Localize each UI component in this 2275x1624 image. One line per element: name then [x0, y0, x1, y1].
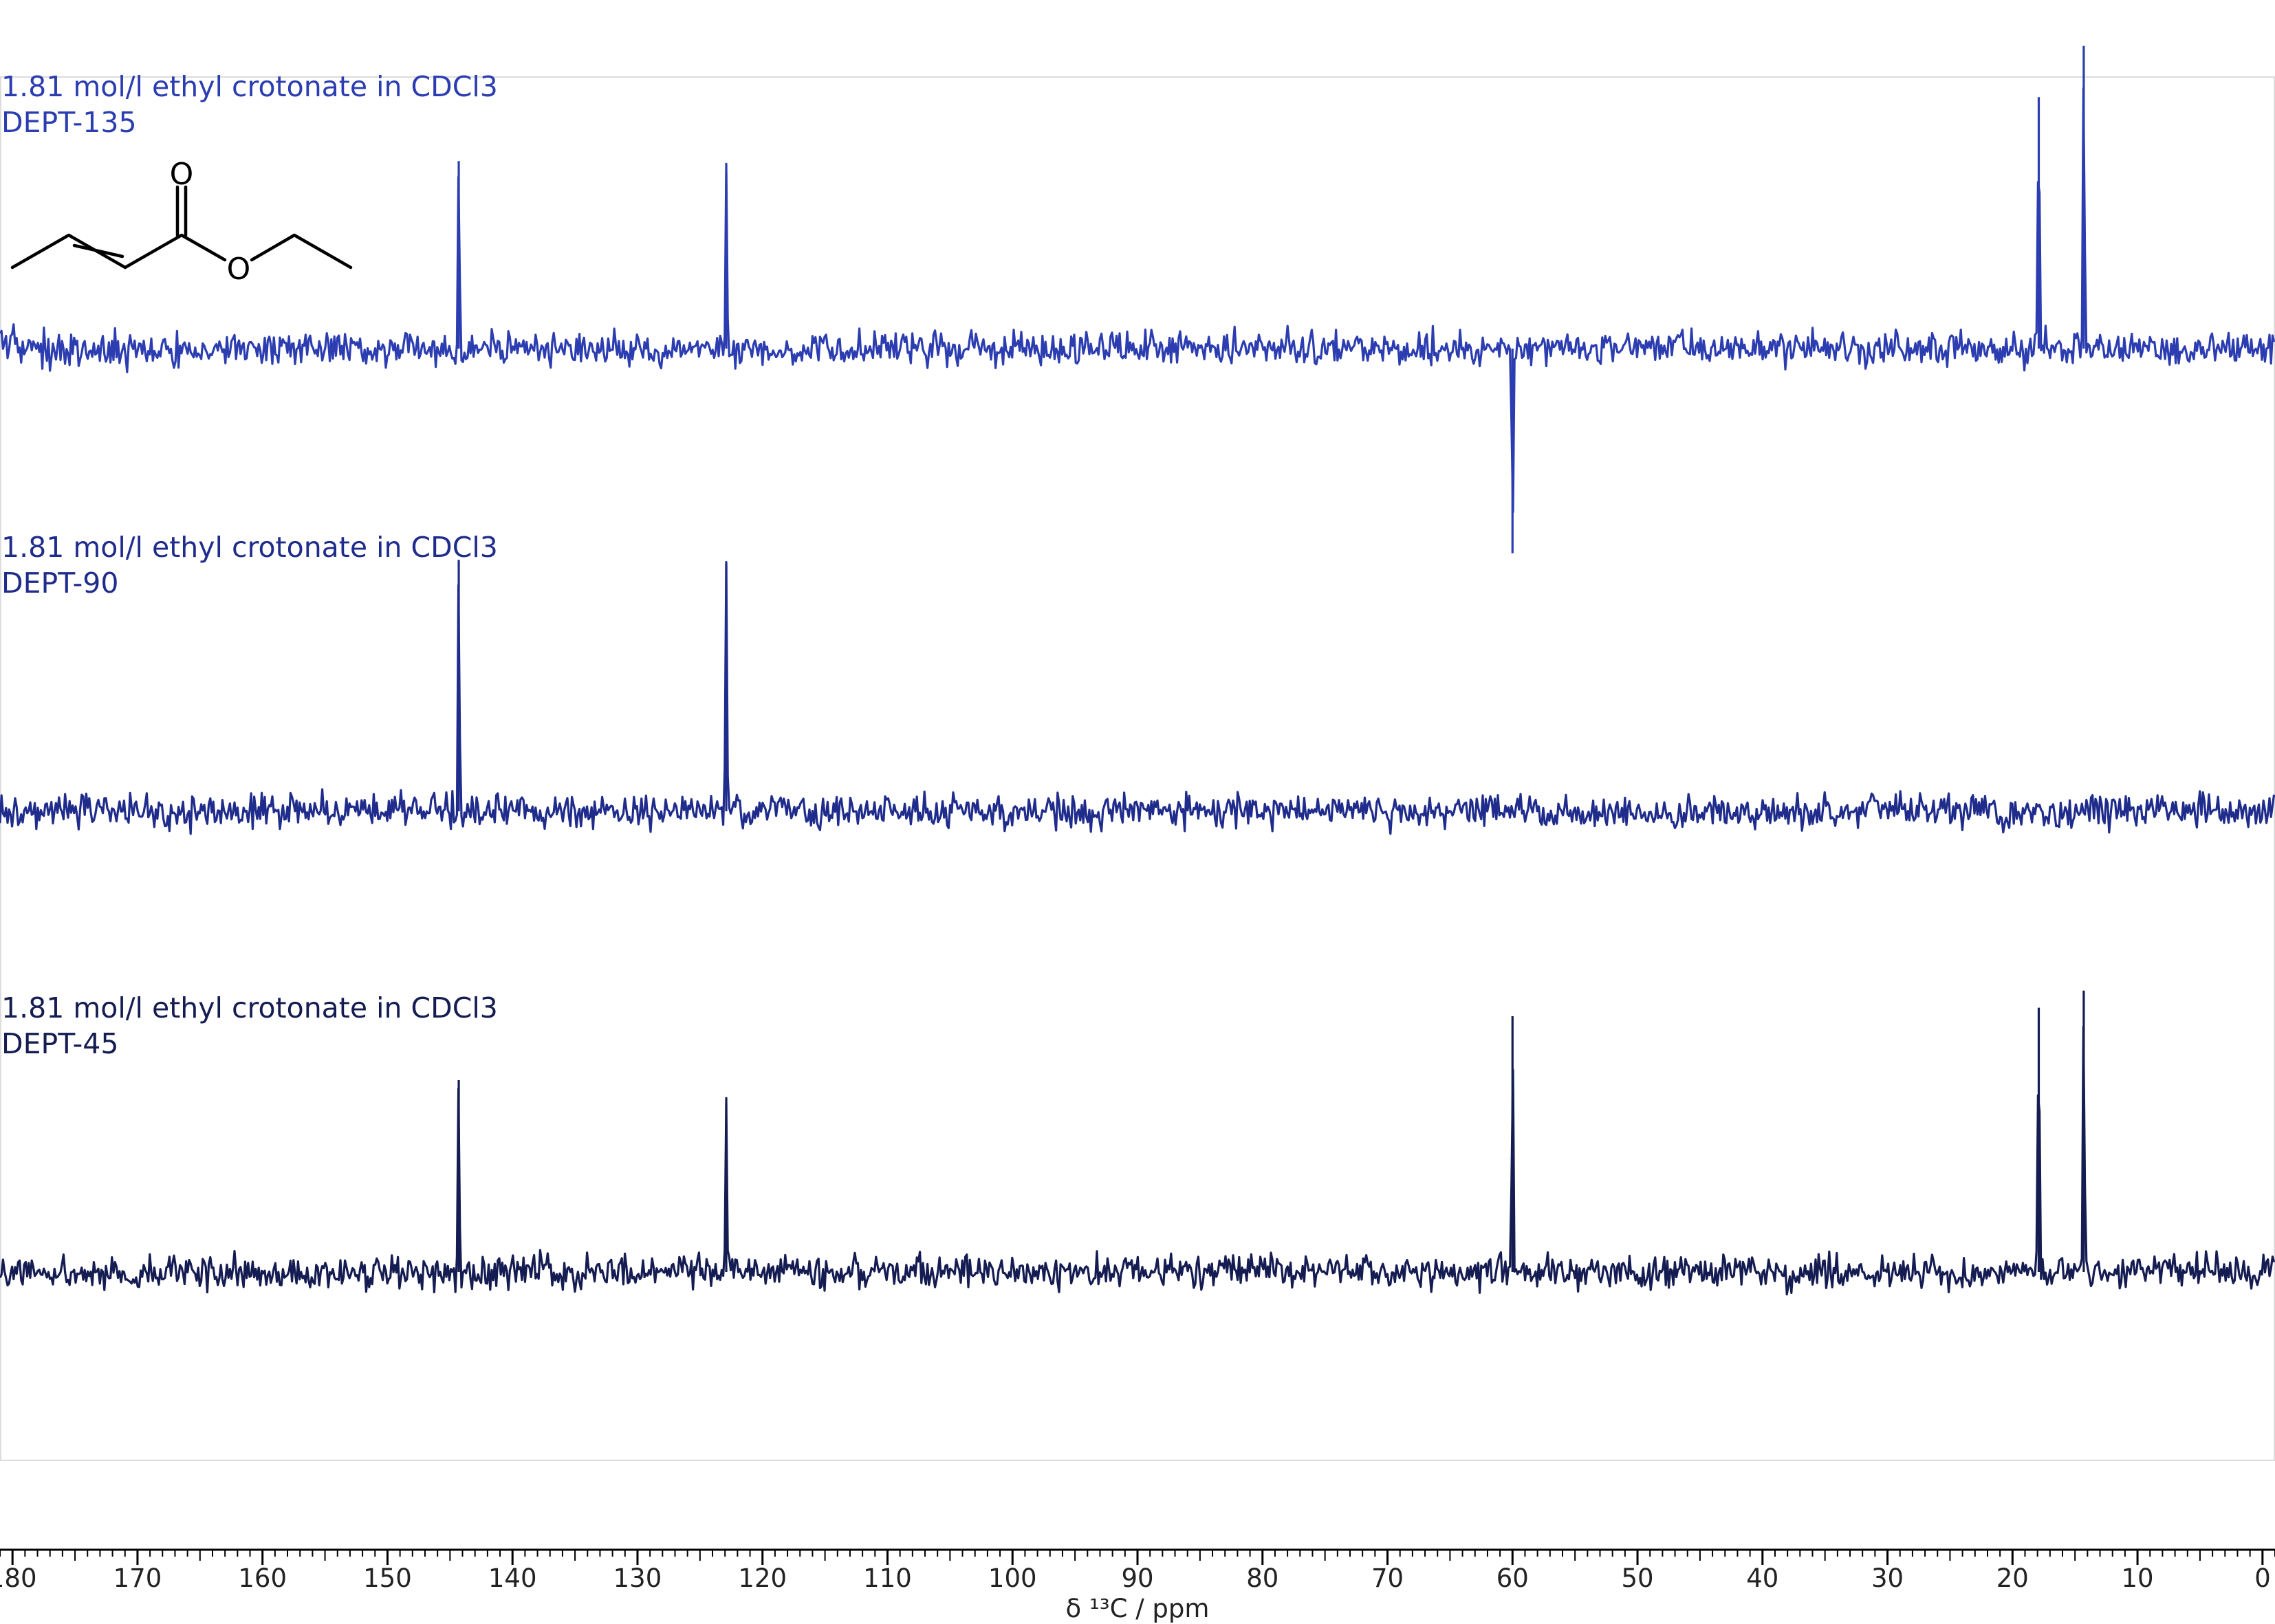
- x-tick-label-20: 20: [1996, 1563, 2029, 1593]
- ester-oxygen-atom: O: [227, 252, 251, 287]
- alkene-double-bond: [72, 243, 124, 259]
- x-tick-label-40: 40: [1746, 1563, 1778, 1593]
- x-axis-label: δ ¹³C / ppm: [1066, 1594, 1210, 1623]
- x-axis-tick-labels: 1801701601501401301201101009080706050403…: [0, 1563, 2271, 1593]
- x-tick-label-140: 140: [488, 1563, 537, 1593]
- x-tick-label-100: 100: [988, 1563, 1037, 1593]
- x-tick-label-70: 70: [1371, 1563, 1404, 1593]
- x-tick-label-110: 110: [863, 1563, 912, 1593]
- x-tick-label-80: 80: [1246, 1563, 1278, 1593]
- spectrum-trace-dept-45: [0, 1025, 2275, 1296]
- x-tick-label-160: 160: [238, 1563, 287, 1593]
- x-tick-label-130: 130: [613, 1563, 662, 1593]
- carbonyl-oxygen-atom: O: [170, 157, 194, 192]
- spectrum-name-dept-45: DEPT-45: [1, 1027, 118, 1060]
- spectrum-trace-dept-135: [0, 87, 2275, 514]
- x-tick-label-50: 50: [1621, 1563, 1653, 1593]
- ester-o-ethyl-bond: [250, 233, 296, 262]
- x-tick-label-90: 90: [1121, 1563, 1153, 1593]
- x-tick-label-180: 180: [0, 1563, 36, 1593]
- spectrum-title-dept-135: 1.81 mol/l ethyl crotonate in CDCl3: [1, 70, 498, 103]
- x-axis-ticks: [0, 1550, 2275, 1565]
- spectrum-title-dept-45: 1.81 mol/l ethyl crotonate in CDCl3: [1, 991, 498, 1024]
- x-axis: 1801701601501401301201101009080706050403…: [0, 1548, 2275, 1623]
- spectrum-title-dept-90: 1.81 mol/l ethyl crotonate in CDCl3: [1, 531, 498, 564]
- x-tick-label-30: 30: [1871, 1563, 1904, 1593]
- x-tick-label-60: 60: [1496, 1563, 1529, 1593]
- x-tick-label-150: 150: [363, 1563, 412, 1593]
- x-tick-label-170: 170: [113, 1563, 162, 1593]
- x-tick-label-10: 10: [2122, 1563, 2154, 1593]
- ethyl-chain: [292, 233, 353, 270]
- plot-frame: [0, 76, 2275, 1461]
- spectra-group: [0, 45, 2275, 1296]
- spectrum-name-dept-90: DEPT-90: [1, 567, 118, 600]
- x-tick-label-0: 0: [2254, 1563, 2271, 1593]
- spectrum-name-dept-135: DEPT-135: [1, 106, 137, 139]
- spectrum-trace-dept-90: [0, 561, 2275, 835]
- x-tick-label-120: 120: [738, 1563, 787, 1593]
- molecule-structure: O O: [10, 157, 353, 287]
- spectrum-titles: 1.81 mol/l ethyl crotonate in CDCl3DEPT-…: [1, 70, 498, 1060]
- molecule-skeleton: [10, 233, 227, 270]
